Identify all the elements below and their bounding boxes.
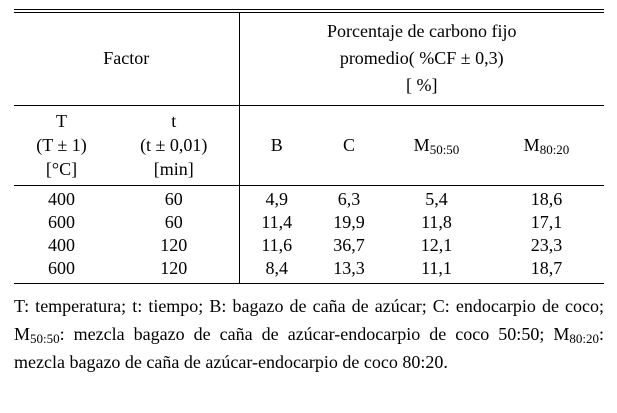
time-unit: [min] [153,159,194,179]
table-cell: 11,4 [238,211,314,234]
table-subheader-row: T (T ± 1) [°C] t (t ± 0,01) [min] B C M5… [14,105,604,186]
column-label-m5050-sub: 50:50 [429,141,460,157]
table-cell: 11,8 [421,212,452,232]
group-title-header-cell: Porcentaje de carbono fijo promedio( %CF… [238,11,604,106]
column-label-m8020-sub: 80:20 [539,141,570,157]
footnote-subscript-5050: 50:50 [30,331,60,346]
column-header-m8020: M80:20 [489,105,604,186]
table-cell: 600 [48,212,75,232]
time-column-header: t (t ± 0,01) [min] [109,105,239,186]
column-label-m5050-base: M [413,134,430,155]
table-cell: 18,6 [530,189,563,209]
paper-page: Factor Porcentaje de carbono fijo promed… [14,9,604,376]
table-cell: 11,1 [421,258,452,278]
table-cell: 400 [48,189,75,209]
table-cell: 11,6 [238,234,314,257]
table-cell: 23,3 [530,235,563,255]
time-tolerance: (t ± 0,01) [140,135,208,155]
temperature-column-header: T (T ± 1) [°C] [14,105,109,186]
temperature-unit: [°C] [45,159,78,179]
column-label-c: C [342,134,355,155]
table-cell: 12,1 [420,235,453,255]
column-header-m5050: M50:50 [384,105,489,186]
temperature-tolerance: (T ± 1) [36,135,87,155]
table-cell: 17,1 [530,212,563,232]
table-cell: 4,9 [238,185,314,211]
footnote-subscript-8020: 80:20 [569,331,599,346]
footnote-text: T: temperatura; t: tiempo; B: bagazo de … [14,296,604,344]
footnote-text: : mezcla bagazo de caña de azúcar-endoca… [59,324,570,344]
results-table: Factor Porcentaje de carbono fijo promed… [14,9,604,284]
group-title-line-1: Porcentaje de carbono fijo [327,21,517,41]
factor-label: Factor [103,48,150,68]
table-cell: 120 [160,235,188,255]
group-title-line-2: promedio( %CF ± 0,3) [339,48,504,68]
table-row: 600 120 8,4 13,3 11,1 18,7 [14,257,604,284]
table-cell: 120 [160,258,188,278]
table-cell: 8,4 [238,257,314,284]
table-row: 400 60 4,9 6,3 5,4 18,6 [14,185,604,211]
table-cell: 60 [164,212,183,232]
table-cell: 5,4 [425,189,448,209]
temperature-symbol: T [56,111,67,131]
table-cell: 13,3 [333,258,365,278]
column-header-c: C [314,105,384,186]
time-symbol: t [171,111,177,131]
footnote-text: : mezcla bagazo de caña de azúcar-endoca… [14,324,604,372]
factor-header-cell: Factor [14,11,239,106]
table-cell: 60 [164,189,183,209]
group-title-line-3: [ %] [406,75,438,95]
table-cell: 18,7 [530,258,563,278]
column-header-b: B [238,105,314,186]
table-cell: 36,7 [333,235,365,255]
column-label-b: B [270,134,283,155]
column-label-m8020-base: M [523,134,540,155]
table-cell: 19,9 [333,212,365,232]
table-cell: 600 [48,258,75,278]
table-cell: 400 [48,235,75,255]
table-row: 600 60 11,4 19,9 11,8 17,1 [14,211,604,234]
table-row: 400 120 11,6 36,7 12,1 23,3 [14,234,604,257]
table-cell: 6,3 [337,189,361,209]
table-header-group-row: Factor Porcentaje de carbono fijo promed… [14,11,604,106]
table-footnote: T: temperatura; t: tiempo; B: bagazo de … [14,292,604,376]
